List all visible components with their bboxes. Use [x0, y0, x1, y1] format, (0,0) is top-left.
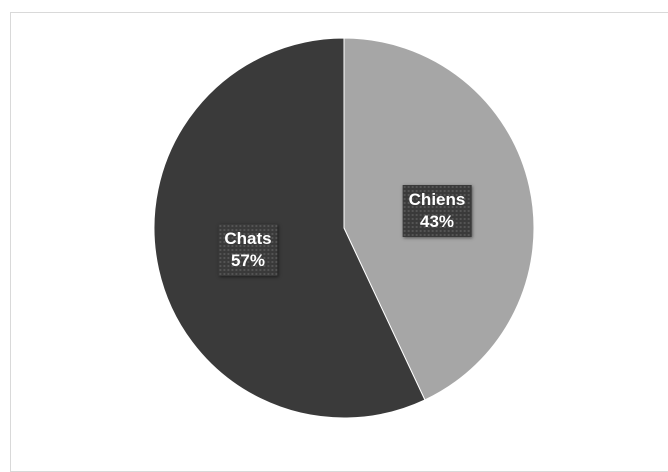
pie-chart — [153, 37, 535, 419]
slice-percent-chiens: 43% — [419, 212, 455, 231]
data-label-chats: Chats 57% — [218, 224, 278, 276]
slice-percent-chats: 57% — [230, 251, 266, 270]
slice-name-chiens: Chiens — [408, 190, 466, 209]
slice-chats — [153, 37, 426, 419]
slice-name-chats: Chats — [224, 229, 272, 248]
data-label-chiens: Chiens 43% — [402, 185, 472, 237]
